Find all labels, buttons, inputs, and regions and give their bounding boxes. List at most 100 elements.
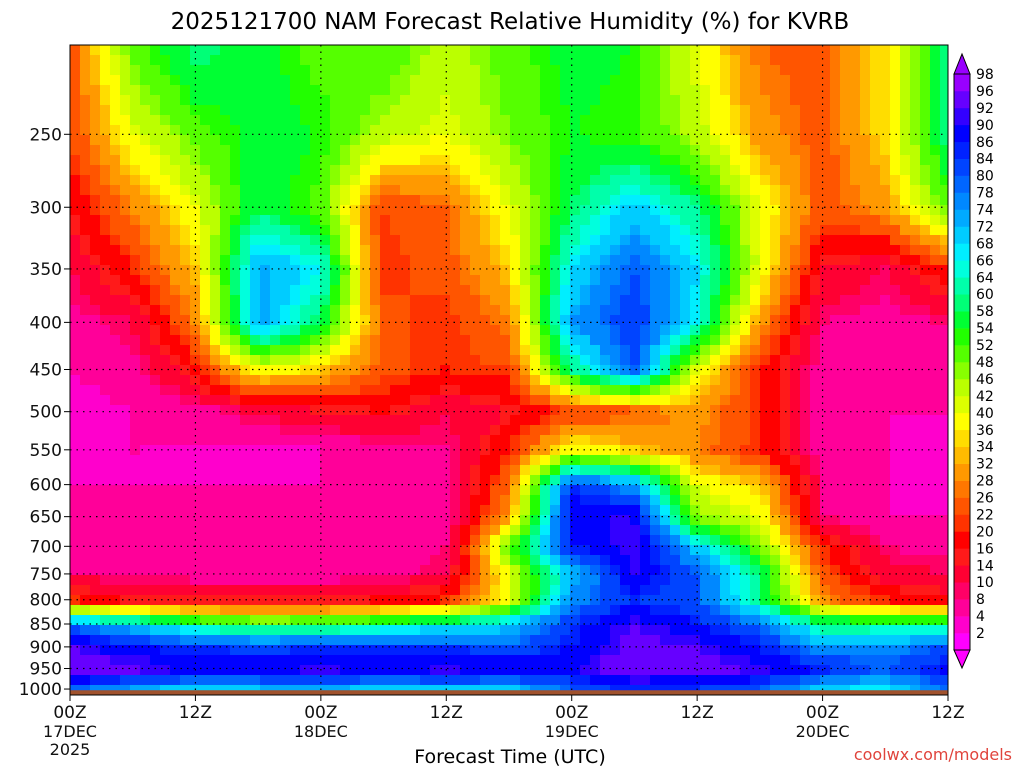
x-date-label: 20DEC xyxy=(796,722,850,741)
colorbar-label: 66 xyxy=(976,253,994,269)
colorbar-label: 42 xyxy=(976,389,994,405)
colorbar-max-arrow xyxy=(953,52,971,75)
colorbar-label: 80 xyxy=(976,169,994,185)
ground-band xyxy=(70,690,948,695)
colorbar-swatch xyxy=(954,294,970,312)
colorbar-swatch xyxy=(954,633,970,651)
colorbar-swatch xyxy=(954,124,970,143)
colorbar-label: 36 xyxy=(976,423,994,439)
colorbar-label: 78 xyxy=(976,186,994,202)
colorbar-swatch xyxy=(954,226,970,244)
colorbar-swatch xyxy=(954,395,970,414)
colorbar-swatch xyxy=(954,531,970,549)
colorbar-label: 16 xyxy=(976,541,994,557)
x-tick-label: 12Z xyxy=(931,703,964,723)
colorbar-label: 28 xyxy=(976,474,994,490)
y-tick-label: 650 xyxy=(30,508,62,528)
x-date-label: 18DEC xyxy=(294,722,348,741)
colorbar-swatch xyxy=(954,328,970,346)
colorbar-label: 74 xyxy=(976,203,994,219)
colorbar-swatch xyxy=(954,175,970,193)
colorbar-label: 52 xyxy=(976,338,994,354)
colorbar-label: 10 xyxy=(976,575,994,591)
x-tick-label: 00Z xyxy=(555,703,588,723)
colorbar-label: 72 xyxy=(976,219,994,235)
colorbar-swatch xyxy=(954,480,970,498)
y-tick-label: 450 xyxy=(30,361,62,381)
colorbar-label: 84 xyxy=(976,152,994,168)
colorbar-swatch xyxy=(954,548,970,566)
heatmap-field xyxy=(70,45,948,695)
x-date-label: 19DEC xyxy=(545,722,599,741)
colorbar-label: 8 xyxy=(976,592,985,608)
colorbar-label: 68 xyxy=(976,236,994,252)
y-tick-label: 900 xyxy=(30,638,62,658)
colorbar-label: 98 xyxy=(976,67,994,83)
grid-lines xyxy=(70,45,948,695)
colorbar-label: 26 xyxy=(976,491,994,507)
x-year-label: 2025 xyxy=(50,740,91,759)
colorbar-swatch xyxy=(954,362,970,380)
y-tick-label: 800 xyxy=(30,591,62,611)
x-tick-label: 12Z xyxy=(430,703,463,723)
colorbar-label: 86 xyxy=(976,135,994,151)
colorbar-swatch xyxy=(954,582,970,600)
colorbar-label: 34 xyxy=(976,440,994,456)
colorbar-swatch xyxy=(954,429,970,448)
colorbar: 2481014162022262832343640424648525458606… xyxy=(953,52,994,670)
colorbar-swatch xyxy=(954,311,970,329)
colorbar-swatch xyxy=(954,243,970,261)
colorbar-swatch xyxy=(954,497,970,515)
colorbar-label: 64 xyxy=(976,270,994,286)
plot-frame xyxy=(69,44,949,696)
colorbar-label: 60 xyxy=(976,287,994,303)
colorbar-label: 14 xyxy=(976,558,994,574)
colorbar-swatch xyxy=(954,90,970,109)
y-axis: 250 300 350 400 450 500 550 600 650 700 750 800 850 9… xyxy=(19,125,70,700)
y-tick-label: 600 xyxy=(30,476,62,496)
y-tick-label: 950 xyxy=(30,660,62,680)
colorbar-label: 4 xyxy=(976,609,985,625)
colorbar-swatch xyxy=(954,260,970,278)
colorbar-min-arrow xyxy=(953,649,971,670)
colorbar-swatch xyxy=(954,192,970,210)
y-tick-label: 400 xyxy=(30,313,62,333)
colorbar-label: 90 xyxy=(976,118,994,134)
colorbar-swatch xyxy=(954,141,970,160)
colorbar-swatch xyxy=(954,616,970,634)
y-tick-label: 550 xyxy=(30,441,62,461)
colorbar-swatch xyxy=(954,107,970,126)
x-tick-label: 12Z xyxy=(681,703,714,723)
y-tick-label: 250 xyxy=(30,125,62,145)
x-date-label: 17DEC xyxy=(43,722,97,741)
colorbar-swatch xyxy=(954,446,970,464)
colorbar-label: 22 xyxy=(976,507,994,523)
y-tick-label: 700 xyxy=(30,537,62,557)
y-tick-label: 350 xyxy=(30,260,62,280)
colorbar-swatch xyxy=(954,74,970,92)
y-tick-label: 850 xyxy=(30,615,62,635)
x-tick-label: 00Z xyxy=(304,703,337,723)
colorbar-label: 46 xyxy=(976,372,994,388)
colorbar-swatch xyxy=(954,158,970,176)
colorbar-label: 48 xyxy=(976,355,994,371)
x-tick-label: 00Z xyxy=(53,703,86,723)
colorbar-swatch xyxy=(954,463,970,481)
colorbar-swatch xyxy=(954,599,970,617)
colorbar-label: 54 xyxy=(976,321,994,337)
colorbar-label: 92 xyxy=(976,101,994,117)
y-tick-label: 1000 xyxy=(19,680,62,700)
colorbar-swatch xyxy=(954,345,970,363)
colorbar-swatch xyxy=(954,565,970,583)
y-tick-label: 300 xyxy=(30,198,62,218)
colorbar-label: 96 xyxy=(976,84,994,100)
x-tick-label: 00Z xyxy=(806,703,839,723)
y-tick-label: 500 xyxy=(30,403,62,423)
colorbar-label: 58 xyxy=(976,304,994,320)
colorbar-swatch xyxy=(954,378,970,397)
chart-title: 2025121700 NAM Forecast Relative Humidit… xyxy=(171,9,850,35)
colorbar-swatch xyxy=(954,277,970,295)
colorbar-swatch xyxy=(954,412,970,431)
